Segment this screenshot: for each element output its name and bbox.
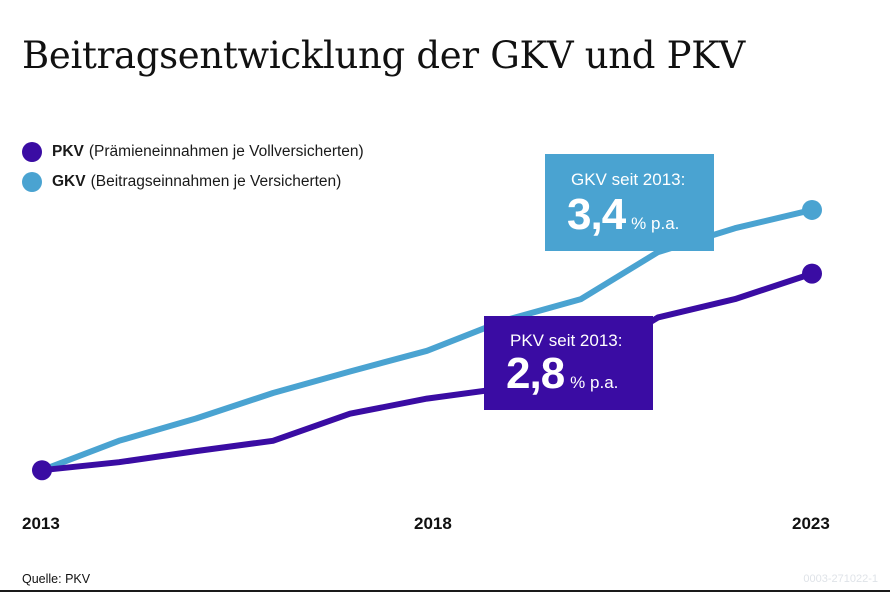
legend-marker-pkv [22, 142, 42, 162]
legend-item-gkv: GKV (Beitragseinnahmen je Versicherten) [22, 167, 364, 197]
bottom-rule [0, 590, 890, 592]
callout-gkv-unit: % p.a. [631, 214, 680, 233]
callout-pkv-value: 2,8 [506, 349, 565, 398]
chart-id-code: 0003-271022-1 [803, 573, 878, 585]
chart-title: Beitragsentwicklung der GKV und PKV [22, 34, 745, 77]
legend-label-gkv: GKV [52, 173, 86, 190]
callout-gkv-heading: GKV seit 2013: [571, 170, 686, 189]
data-point-start-2013 [32, 460, 52, 481]
callout-pkv-value-row: 2,8 % p.a. [506, 349, 618, 399]
legend: PKV (Prämieneinnahmen je Vollversicherte… [22, 137, 364, 197]
callout-gkv: GKV seit 2013: 3,4 % p.a. [545, 154, 714, 251]
legend-marker-gkv [22, 172, 42, 192]
callout-pkv-unit: % p.a. [570, 373, 619, 392]
legend-item-pkv: PKV (Prämieneinnahmen je Vollversicherte… [22, 137, 364, 167]
x-tick-label-2023: 2023 [792, 514, 830, 533]
callout-gkv-value: 3,4 [567, 190, 626, 239]
callout-pkv: PKV seit 2013: 2,8 % p.a. [484, 316, 653, 410]
legend-label-pkv: PKV [52, 143, 84, 160]
data-point-pkv-2023 [802, 263, 822, 284]
legend-desc-pkv: (Prämieneinnahmen je Vollversicherten) [88, 143, 364, 160]
data-point-gkv-2023 [802, 199, 822, 220]
legend-desc-gkv: (Beitragseinnahmen je Versicherten) [90, 173, 342, 190]
x-tick-label-2013: 2013 [22, 514, 60, 533]
x-tick-label-2018: 2018 [414, 514, 452, 533]
series-line-pkv [39, 270, 815, 474]
callout-gkv-value-row: 3,4 % p.a. [567, 190, 679, 240]
source-note: Quelle: PKV [22, 572, 91, 586]
callout-pkv-heading: PKV seit 2013: [510, 331, 623, 350]
